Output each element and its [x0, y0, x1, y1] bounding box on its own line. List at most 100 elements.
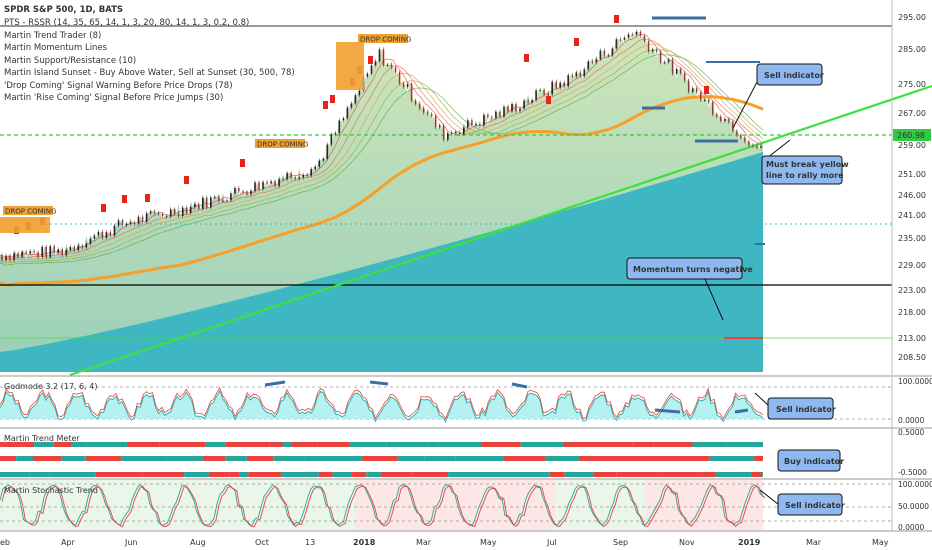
stoch-background-band: [555, 480, 645, 530]
trend-meter-segment: [318, 472, 333, 477]
time-tick: May: [872, 538, 889, 547]
trend-meter-segment: [438, 442, 482, 447]
svg-text:DROP COMING: DROP COMING: [360, 36, 411, 44]
price-tick: 241.00: [898, 211, 926, 220]
price-tick: 213.00: [898, 334, 926, 343]
teal-momentum-fill: [0, 152, 763, 372]
trend-meter-segment: [317, 442, 350, 447]
trend-meter-segment: [692, 442, 727, 447]
time-tick: eb: [0, 538, 10, 547]
price-tick: 267.00: [898, 109, 926, 118]
signal-flag: [145, 194, 150, 202]
time-axis[interactable]: [0, 530, 932, 550]
trend-meter-segment: [620, 456, 652, 461]
price-tick: 275.00: [898, 80, 926, 89]
trend-meter-segment: [126, 442, 160, 447]
price-tick: 295.00: [898, 13, 926, 22]
stoch-tick: 50.0000: [898, 502, 929, 511]
price-tick: 259.00: [898, 141, 926, 150]
trend-meter-segment: [455, 456, 504, 461]
time-tick: 2019: [738, 538, 761, 547]
ribbon-line: [0, 43, 764, 262]
signal-flag: [614, 15, 619, 23]
svg-text:Sell indicator: Sell indicator: [785, 501, 845, 510]
meter-tick: 0.5000: [898, 428, 924, 437]
trend-meter-segment: [515, 472, 550, 477]
panel-label: Martin Stochastic Trend: [4, 486, 98, 495]
trend-meter-segment: [545, 456, 579, 461]
panel-label: Martin Trend Meter: [4, 434, 80, 443]
stoch-background-band: [355, 480, 555, 530]
trend-meter-segment: [562, 442, 602, 447]
green-trendline: [69, 84, 932, 377]
time-tick: Sep: [613, 538, 628, 547]
time-tick: Aug: [190, 538, 206, 547]
trend-meter-segment: [315, 456, 363, 461]
time-tick: Mar: [806, 538, 822, 547]
signal-flag: [546, 96, 551, 104]
trend-meter-segment: [225, 442, 252, 447]
trend-meter-segment: [520, 442, 563, 447]
price-panel: [0, 15, 932, 377]
trend-meter-segment: [715, 472, 751, 477]
time-tick: 13: [305, 538, 315, 547]
trend-meter-segment: [448, 472, 472, 477]
indicator-label: PTS - RSSR (14, 35, 65, 14, 1, 3, 20, 80…: [4, 18, 249, 28]
trend-meter-segment: [95, 472, 143, 477]
trend-meter-segment: [281, 472, 319, 477]
svg-text:Sell indicator: Sell indicator: [764, 71, 824, 80]
drop-coming-badge: DROP COMING: [255, 139, 308, 149]
trend-meter-segment: [142, 472, 185, 477]
stoch-tick: 100.0000: [898, 480, 932, 489]
trend-meter-segment: [205, 442, 226, 447]
trend-meter-segment: [750, 472, 763, 477]
signal-flag: [330, 95, 335, 103]
trend-meter-segment: [61, 456, 86, 461]
time-tick: May: [480, 538, 497, 547]
trend-meter-segment: [698, 472, 715, 477]
trend-meter-segment: [653, 442, 693, 447]
indicator-label: Martin Trend Trader (8): [4, 31, 101, 41]
svg-text:Buy indicator: Buy indicator: [784, 457, 844, 466]
trend-meter-segment: [754, 456, 763, 461]
trend-meter-segment: [304, 456, 316, 461]
current-price-badge: 260.98: [893, 129, 931, 141]
callout-momentum: Momentum turns negative: [626, 257, 753, 321]
ribbon-line: [0, 38, 764, 260]
trend-meter-segment: [633, 442, 654, 447]
trend-meter-segment: [593, 472, 617, 477]
callout-sell-osc: Sell indicator: [754, 392, 836, 420]
trend-meter-segment: [121, 456, 167, 461]
trend-meter-segment: [564, 472, 594, 477]
trend-meter-segment: [16, 456, 33, 461]
trend-meter-segment: [0, 472, 30, 477]
indicator-label: Martin Momentum Lines: [4, 43, 108, 53]
price-tick: 235.00: [898, 234, 926, 243]
trend-meter-segment: [269, 442, 283, 447]
trend-meter-segment: [86, 472, 96, 477]
trend-meter-segment: [601, 442, 634, 447]
price-tick: 285.00: [898, 45, 926, 54]
indicator-label: Martin Island Sunset - Buy Above Water, …: [4, 68, 295, 78]
trend-meter-segment: [397, 456, 425, 461]
osc-tick: 100.0000: [898, 377, 932, 386]
osc-tick: 0.0000: [898, 416, 924, 425]
indicator-label: Martin Support/Resistance (10): [4, 56, 136, 66]
trend-meter-segment: [677, 456, 709, 461]
callout-break-line: Must break yellow line to rally more: [761, 139, 849, 185]
trend-meter-segment: [71, 442, 87, 447]
trend-meter-segment: [225, 456, 247, 461]
signal-flag: [524, 54, 529, 62]
trend-meter-segment: [53, 442, 71, 447]
svg-text:DROP COMING: DROP COMING: [257, 141, 308, 149]
svg-text:DROP COMING: DROP COMING: [5, 208, 56, 216]
trend-meter-segment: [651, 456, 678, 461]
trend-meter-segment: [726, 442, 763, 447]
trend-meter-segment: [282, 442, 293, 447]
price-axis-labels: 295.00 285.00 275.00 267.00 259.00 251.0…: [898, 13, 926, 362]
trend-meter-segment: [362, 456, 398, 461]
trend-meter-segment: [246, 456, 274, 461]
trend-meter-segment: [366, 472, 381, 477]
indicator-label: 'Drop Coming' Signal Warning Before Pric…: [4, 81, 233, 91]
